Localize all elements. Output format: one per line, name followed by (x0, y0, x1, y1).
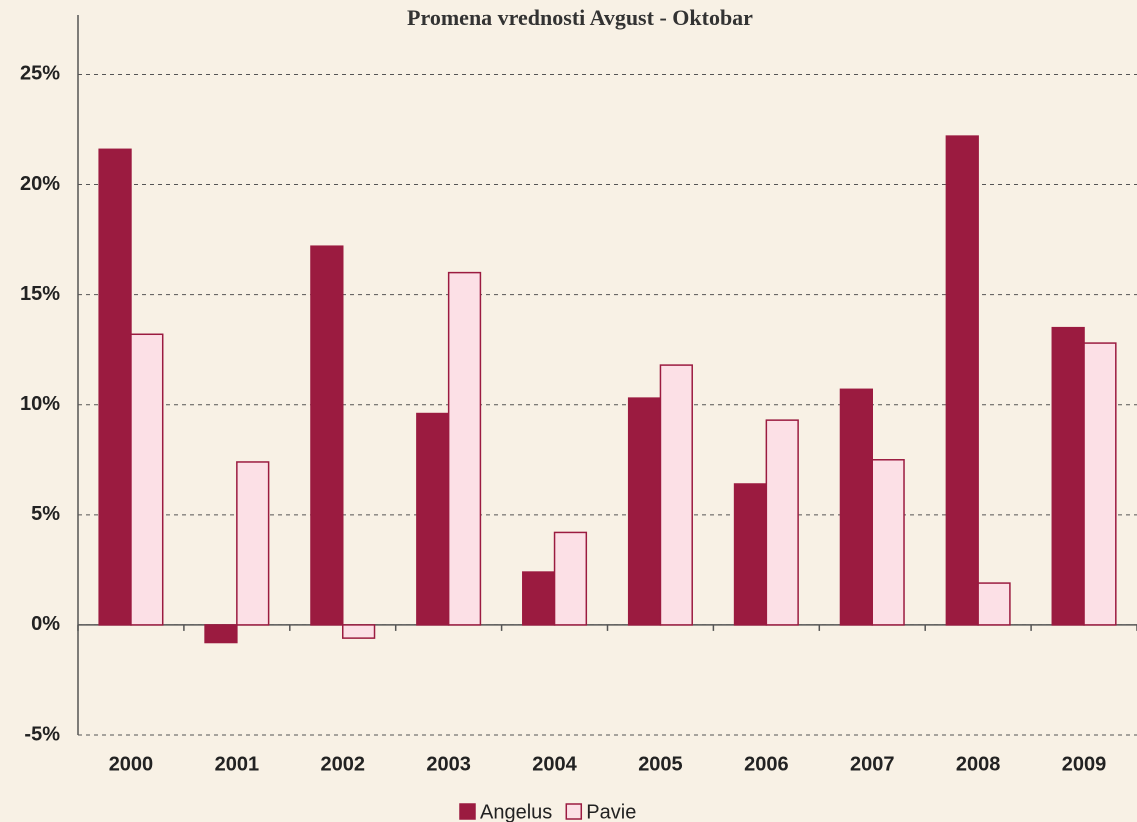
x-tick-label: 2009 (1062, 753, 1107, 775)
bar (1084, 343, 1116, 625)
bar (660, 365, 692, 625)
x-tick-label: 2000 (109, 753, 154, 775)
legend-swatch (566, 804, 581, 819)
bar (131, 334, 163, 625)
bar (978, 583, 1010, 625)
y-tick-label: 20% (20, 173, 60, 195)
bar (523, 572, 555, 625)
bar (205, 625, 237, 643)
bar (343, 625, 375, 638)
bar (417, 414, 449, 625)
chart: Promena vrednosti Avgust - Oktobar -5% 0%… (0, 0, 1137, 822)
x-tick-label: 2005 (638, 753, 683, 775)
x-tick-label: 2008 (956, 753, 1001, 775)
bar (629, 398, 661, 625)
bar (1052, 328, 1084, 625)
bar (237, 462, 269, 625)
bar (946, 136, 978, 625)
x-tick-label: 2003 (426, 753, 471, 775)
legend: Angelus Pavie (460, 801, 636, 822)
bar (449, 273, 481, 625)
y-tick-label: 5% (31, 503, 60, 525)
legend-label: Angelus (480, 801, 552, 822)
bar (840, 389, 872, 625)
y-tick-label: 15% (20, 283, 60, 305)
bar (555, 532, 587, 624)
x-tick-label: 2001 (215, 753, 260, 775)
x-tick-label: 2004 (532, 753, 577, 775)
bar (311, 246, 343, 625)
y-tick-label: 10% (20, 393, 60, 415)
y-tick-label: 25% (20, 63, 60, 85)
legend-swatch (460, 804, 475, 819)
legend-label: Pavie (586, 801, 636, 822)
bar (766, 420, 798, 625)
bar (735, 484, 767, 625)
y-tick-label: 0% (31, 613, 60, 635)
bar (99, 149, 131, 625)
bar (872, 460, 904, 625)
x-tick-label: 2007 (850, 753, 895, 775)
y-tick-label: -5% (24, 723, 60, 745)
x-tick-label: 2006 (744, 753, 789, 775)
chart-title: Promena vrednosti Avgust - Oktobar (407, 5, 753, 30)
x-tick-label: 2002 (321, 753, 366, 775)
